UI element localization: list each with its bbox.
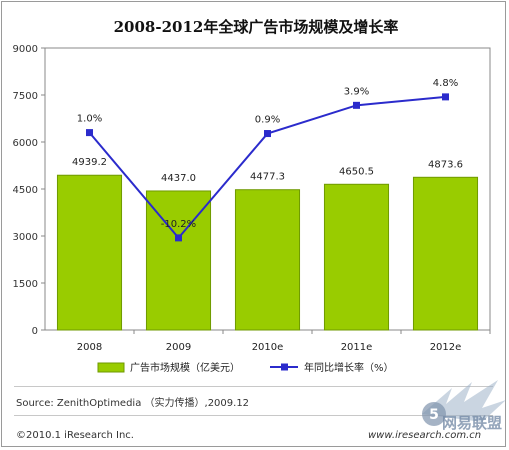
source-note: Source: ZenithOptimedia （实力传播）,2009.12 — [16, 398, 250, 409]
x-tick-label: 2009 — [166, 342, 191, 353]
chart-title: 2008-2012年全球广告市场规模及增长率 — [114, 18, 399, 36]
bar — [56, 174, 123, 331]
bar-value-label: 4437.0 — [161, 173, 196, 184]
legend-bar-swatch — [97, 362, 125, 373]
legend-line-label: 年同比增长率（%） — [304, 361, 394, 374]
growth-value-label: 4.8% — [433, 78, 458, 89]
x-tick-label: 2012e — [430, 342, 462, 353]
svg-text:网易联盟: 网易联盟 — [442, 414, 502, 432]
y-tick-label: 0 — [32, 326, 38, 337]
y-tick-label: 7500 — [13, 91, 38, 102]
separator-bottom — [14, 415, 493, 416]
y-tick-label: 1500 — [13, 279, 38, 290]
growth-point — [86, 129, 93, 137]
growth-value-label: 0.9% — [255, 115, 280, 126]
legend-bar-label: 广告市场规模（亿美元） — [130, 361, 240, 374]
bar-value-label: 4873.6 — [428, 159, 463, 170]
bar-value-label: 4650.5 — [339, 166, 374, 177]
website-link[interactable]: www.iresearch.com.cn — [368, 430, 482, 441]
x-tick-label: 2011e — [341, 342, 373, 353]
growth-point — [442, 93, 449, 101]
x-tick-label: 2008 — [77, 342, 102, 353]
y-tick-label: 4500 — [13, 185, 38, 196]
bar — [234, 189, 301, 331]
watermark-logo-icon: 5 网易联盟 — [422, 380, 506, 432]
y-tick-label: 6000 — [13, 138, 38, 149]
separator-top — [14, 386, 493, 387]
copyright-note: ©2010.1 iResearch Inc. — [16, 430, 134, 441]
growth-point — [175, 234, 182, 242]
growth-point — [264, 130, 271, 138]
bar-value-label: 4939.2 — [72, 157, 107, 168]
growth-value-label: 3.9% — [344, 86, 369, 97]
growth-point — [353, 101, 360, 109]
legend-line-marker — [281, 363, 288, 371]
bar-value-label: 4477.3 — [250, 172, 285, 183]
bar — [412, 176, 479, 331]
bar — [323, 183, 390, 331]
growth-value-label: 1.0% — [77, 114, 102, 125]
x-tick-label: 2010e — [252, 342, 284, 353]
growth-value-label: -10.2% — [161, 219, 196, 230]
y-tick-label: 9000 — [13, 44, 38, 55]
y-tick-label: 3000 — [13, 232, 38, 243]
svg-text:5: 5 — [429, 407, 439, 423]
